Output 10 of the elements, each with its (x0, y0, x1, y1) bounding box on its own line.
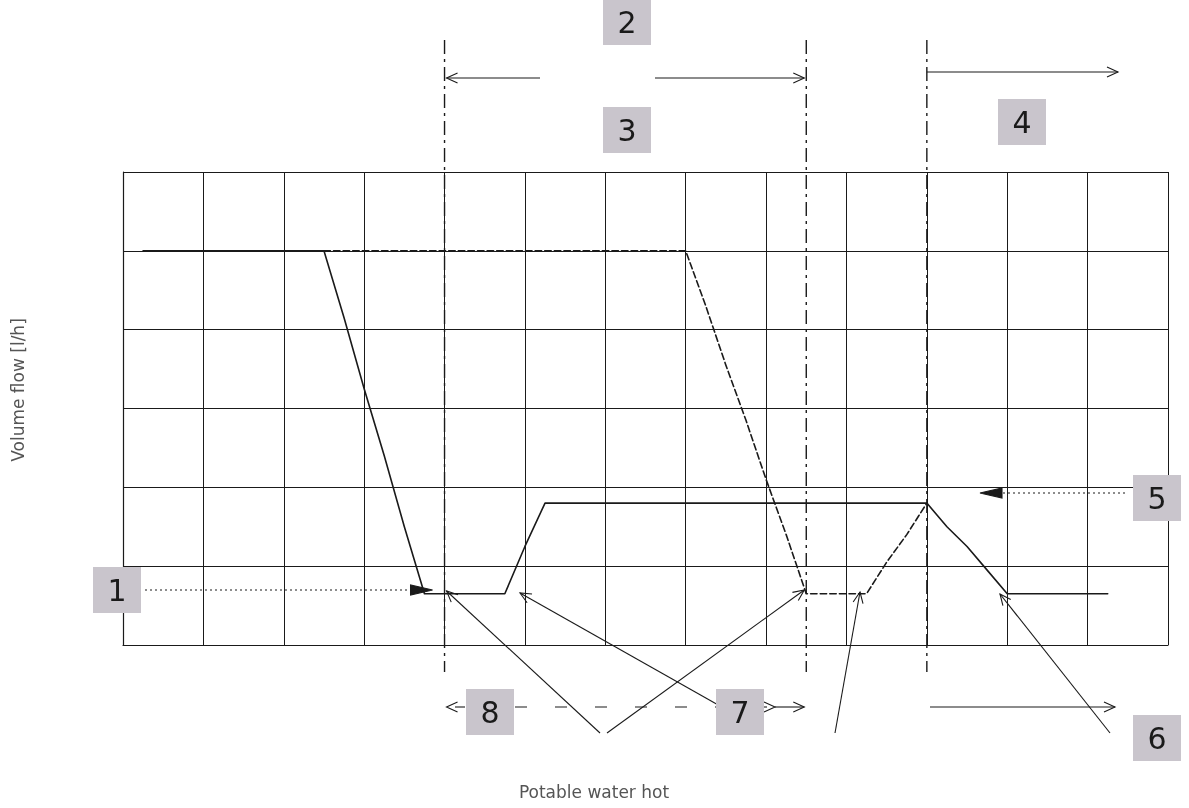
text: 8 (480, 695, 500, 730)
text: 6 (1147, 721, 1167, 756)
text: Volume flow [l/h] (8, 318, 28, 462)
text: 3 (617, 113, 637, 148)
annotation: 1 (107, 573, 127, 608)
text: 7 (730, 695, 750, 730)
text: Potable water hot (518, 782, 670, 802)
text: 2 (617, 5, 637, 40)
text: 4 (1012, 105, 1032, 140)
annotation: 5 (1147, 481, 1167, 516)
